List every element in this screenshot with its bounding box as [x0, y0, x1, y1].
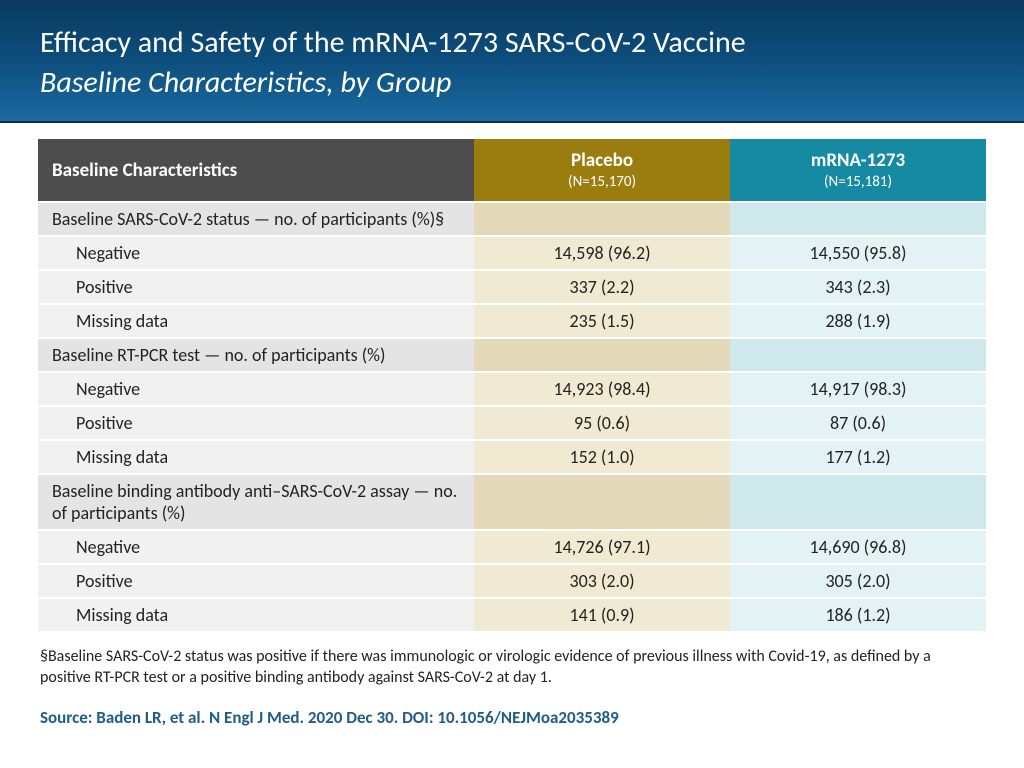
- table-body: Baseline SARS-CoV-2 status — no. of part…: [38, 203, 986, 631]
- slide-title: Efficacy and Safety of the mRNA-1273 SAR…: [40, 24, 984, 62]
- table-cell: 337 (2.2): [474, 271, 730, 303]
- col-header-placebo-label: Placebo: [571, 149, 633, 172]
- table-cell: 14,598 (96.2): [474, 237, 730, 269]
- table-cell: Missing data: [38, 305, 474, 337]
- table-cell: 14,550 (95.8): [730, 237, 986, 269]
- table-cell: Negative: [38, 373, 474, 405]
- table-cell: Positive: [38, 407, 474, 439]
- col-header-placebo-sub: (N=15,170): [488, 173, 716, 191]
- table-cell: Positive: [38, 565, 474, 597]
- table-cell: 141 (0.9): [474, 599, 730, 631]
- table-cell: Baseline RT-PCR test — no. of participan…: [38, 339, 474, 371]
- table-cell: Missing data: [38, 441, 474, 473]
- table-cell: 14,917 (98.3): [730, 373, 986, 405]
- table-row: Baseline binding antibody anti–SARS-CoV-…: [38, 475, 986, 529]
- table-row: Positive337 (2.2)343 (2.3): [38, 271, 986, 303]
- table-cell: Baseline SARS-CoV-2 status — no. of part…: [38, 203, 474, 235]
- table-cell: 152 (1.0): [474, 441, 730, 473]
- table-cell: [474, 475, 730, 529]
- table-cell: [730, 203, 986, 235]
- table-row: Negative14,923 (98.4)14,917 (98.3): [38, 373, 986, 405]
- col-header-placebo: Placebo (N=15,170): [474, 139, 730, 201]
- table-cell: 95 (0.6): [474, 407, 730, 439]
- table-row: Missing data235 (1.5)288 (1.9): [38, 305, 986, 337]
- col-header-mrna-label: mRNA-1273: [811, 149, 905, 172]
- col-header-characteristics: Baseline Characteristics: [38, 139, 474, 201]
- table-row: Missing data152 (1.0)177 (1.2): [38, 441, 986, 473]
- baseline-table: Baseline Characteristics Placebo (N=15,1…: [38, 137, 986, 633]
- slide-subtitle: Baseline Characteristics, by Group: [40, 64, 984, 102]
- table-row: Missing data141 (0.9)186 (1.2): [38, 599, 986, 631]
- table-cell: 14,923 (98.4): [474, 373, 730, 405]
- table-cell: Negative: [38, 237, 474, 269]
- table-cell: Positive: [38, 271, 474, 303]
- table-cell: Baseline binding antibody anti–SARS-CoV-…: [38, 475, 474, 529]
- table-cell: [474, 339, 730, 371]
- col-header-mrna-sub: (N=15,181): [744, 173, 972, 191]
- table-row: Negative14,598 (96.2)14,550 (95.8): [38, 237, 986, 269]
- table-cell: 14,726 (97.1): [474, 531, 730, 563]
- table-cell: 14,690 (96.8): [730, 531, 986, 563]
- table-cell: 186 (1.2): [730, 599, 986, 631]
- table-cell: 177 (1.2): [730, 441, 986, 473]
- table-cell: Negative: [38, 531, 474, 563]
- footnote: §Baseline SARS-CoV-2 status was positive…: [38, 647, 986, 689]
- source-citation: Source: Baden LR, et al. N Engl J Med. 2…: [38, 707, 986, 728]
- table-cell: 343 (2.3): [730, 271, 986, 303]
- table-cell: Missing data: [38, 599, 474, 631]
- table-cell: [730, 339, 986, 371]
- table-cell: [474, 203, 730, 235]
- col-header-mrna: mRNA-1273 (N=15,181): [730, 139, 986, 201]
- table-cell: 235 (1.5): [474, 305, 730, 337]
- table-row: Baseline RT-PCR test — no. of participan…: [38, 339, 986, 371]
- table-cell: 87 (0.6): [730, 407, 986, 439]
- slide-content: Baseline Characteristics Placebo (N=15,1…: [0, 123, 1024, 728]
- table-cell: 305 (2.0): [730, 565, 986, 597]
- slide-header: Efficacy and Safety of the mRNA-1273 SAR…: [0, 0, 1024, 123]
- table-row: Baseline SARS-CoV-2 status — no. of part…: [38, 203, 986, 235]
- table-header-row: Baseline Characteristics Placebo (N=15,1…: [38, 139, 986, 201]
- table-cell: [730, 475, 986, 529]
- table-cell: 288 (1.9): [730, 305, 986, 337]
- table-row: Positive95 (0.6)87 (0.6): [38, 407, 986, 439]
- table-cell: 303 (2.0): [474, 565, 730, 597]
- table-row: Positive303 (2.0)305 (2.0): [38, 565, 986, 597]
- table-row: Negative14,726 (97.1)14,690 (96.8): [38, 531, 986, 563]
